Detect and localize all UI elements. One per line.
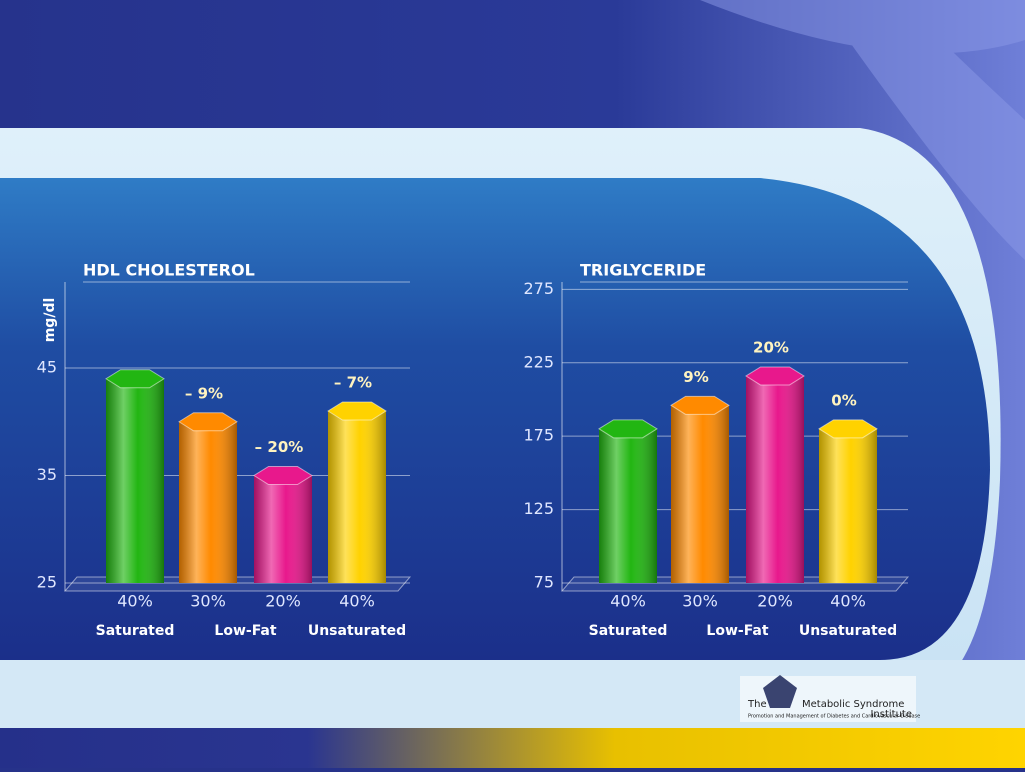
- y-tick-label: 125: [523, 499, 554, 518]
- x-tick-label: 20%: [757, 592, 793, 611]
- bar-shading: [671, 405, 729, 583]
- y-tick-label: 25: [37, 573, 57, 592]
- bar-cap: [598, 419, 658, 439]
- x-tick-label: 30%: [190, 592, 226, 611]
- logo-tagline: Promotion and Management of Diabetes and…: [748, 714, 920, 720]
- x-tick-label: 30%: [682, 592, 718, 611]
- group-label: Saturated: [96, 623, 175, 639]
- group-label: Unsaturated: [799, 623, 897, 639]
- bar-cap: [178, 412, 238, 432]
- bottom-strip: [0, 728, 1025, 768]
- y-axis-label: mg/dl: [42, 298, 58, 343]
- x-tick-label: 20%: [265, 592, 301, 611]
- bar-cap: [253, 466, 313, 485]
- group-label: Low-Fat: [706, 623, 768, 639]
- bar-cap: [670, 395, 730, 415]
- change-label: – 9%: [185, 384, 223, 402]
- x-tick-label: 40%: [830, 592, 866, 611]
- chart-title: HDL CHOLESTEROL: [83, 261, 255, 280]
- change-label: – 7%: [334, 374, 372, 392]
- bar-cap: [745, 366, 805, 386]
- group-label: Low-Fat: [214, 623, 276, 639]
- x-tick-label: 40%: [117, 592, 153, 611]
- decor-arcs: [700, 0, 1025, 260]
- bar-cap: [327, 401, 387, 421]
- change-label: – 20%: [255, 438, 304, 456]
- bar-shading: [599, 428, 657, 583]
- bar-shading: [746, 375, 804, 583]
- bar-cap: [105, 369, 165, 389]
- logo: The Metabolic Syndrome Promotion and Man…: [740, 675, 920, 722]
- chart-panel: [0, 178, 990, 660]
- bar-shading: [254, 475, 312, 583]
- logo-text: Institute: [870, 709, 912, 720]
- group-label: Unsaturated: [308, 623, 406, 639]
- bar-cap: [818, 419, 878, 439]
- y-tick-label: 45: [37, 358, 57, 377]
- logo-text: Metabolic Syndrome: [802, 699, 904, 710]
- change-label: 9%: [683, 368, 708, 386]
- x-tick-label: 40%: [339, 592, 375, 611]
- bar-shading: [179, 421, 237, 583]
- logo-text: The: [747, 699, 767, 710]
- y-tick-label: 225: [523, 352, 554, 371]
- bar-shading: [106, 378, 164, 583]
- logo-icon: [763, 675, 797, 708]
- chart-title: TRIGLYCERIDE: [580, 261, 706, 280]
- y-tick-label: 275: [523, 279, 554, 298]
- x-tick-label: 40%: [610, 592, 646, 611]
- change-label: 20%: [753, 338, 789, 356]
- change-label: 0%: [831, 391, 856, 409]
- bar-shading: [819, 428, 877, 583]
- bar-shading: [328, 411, 386, 583]
- group-label: Saturated: [589, 623, 668, 639]
- y-tick-label: 75: [534, 573, 554, 592]
- y-tick-label: 35: [37, 465, 57, 484]
- y-tick-label: 175: [523, 426, 554, 445]
